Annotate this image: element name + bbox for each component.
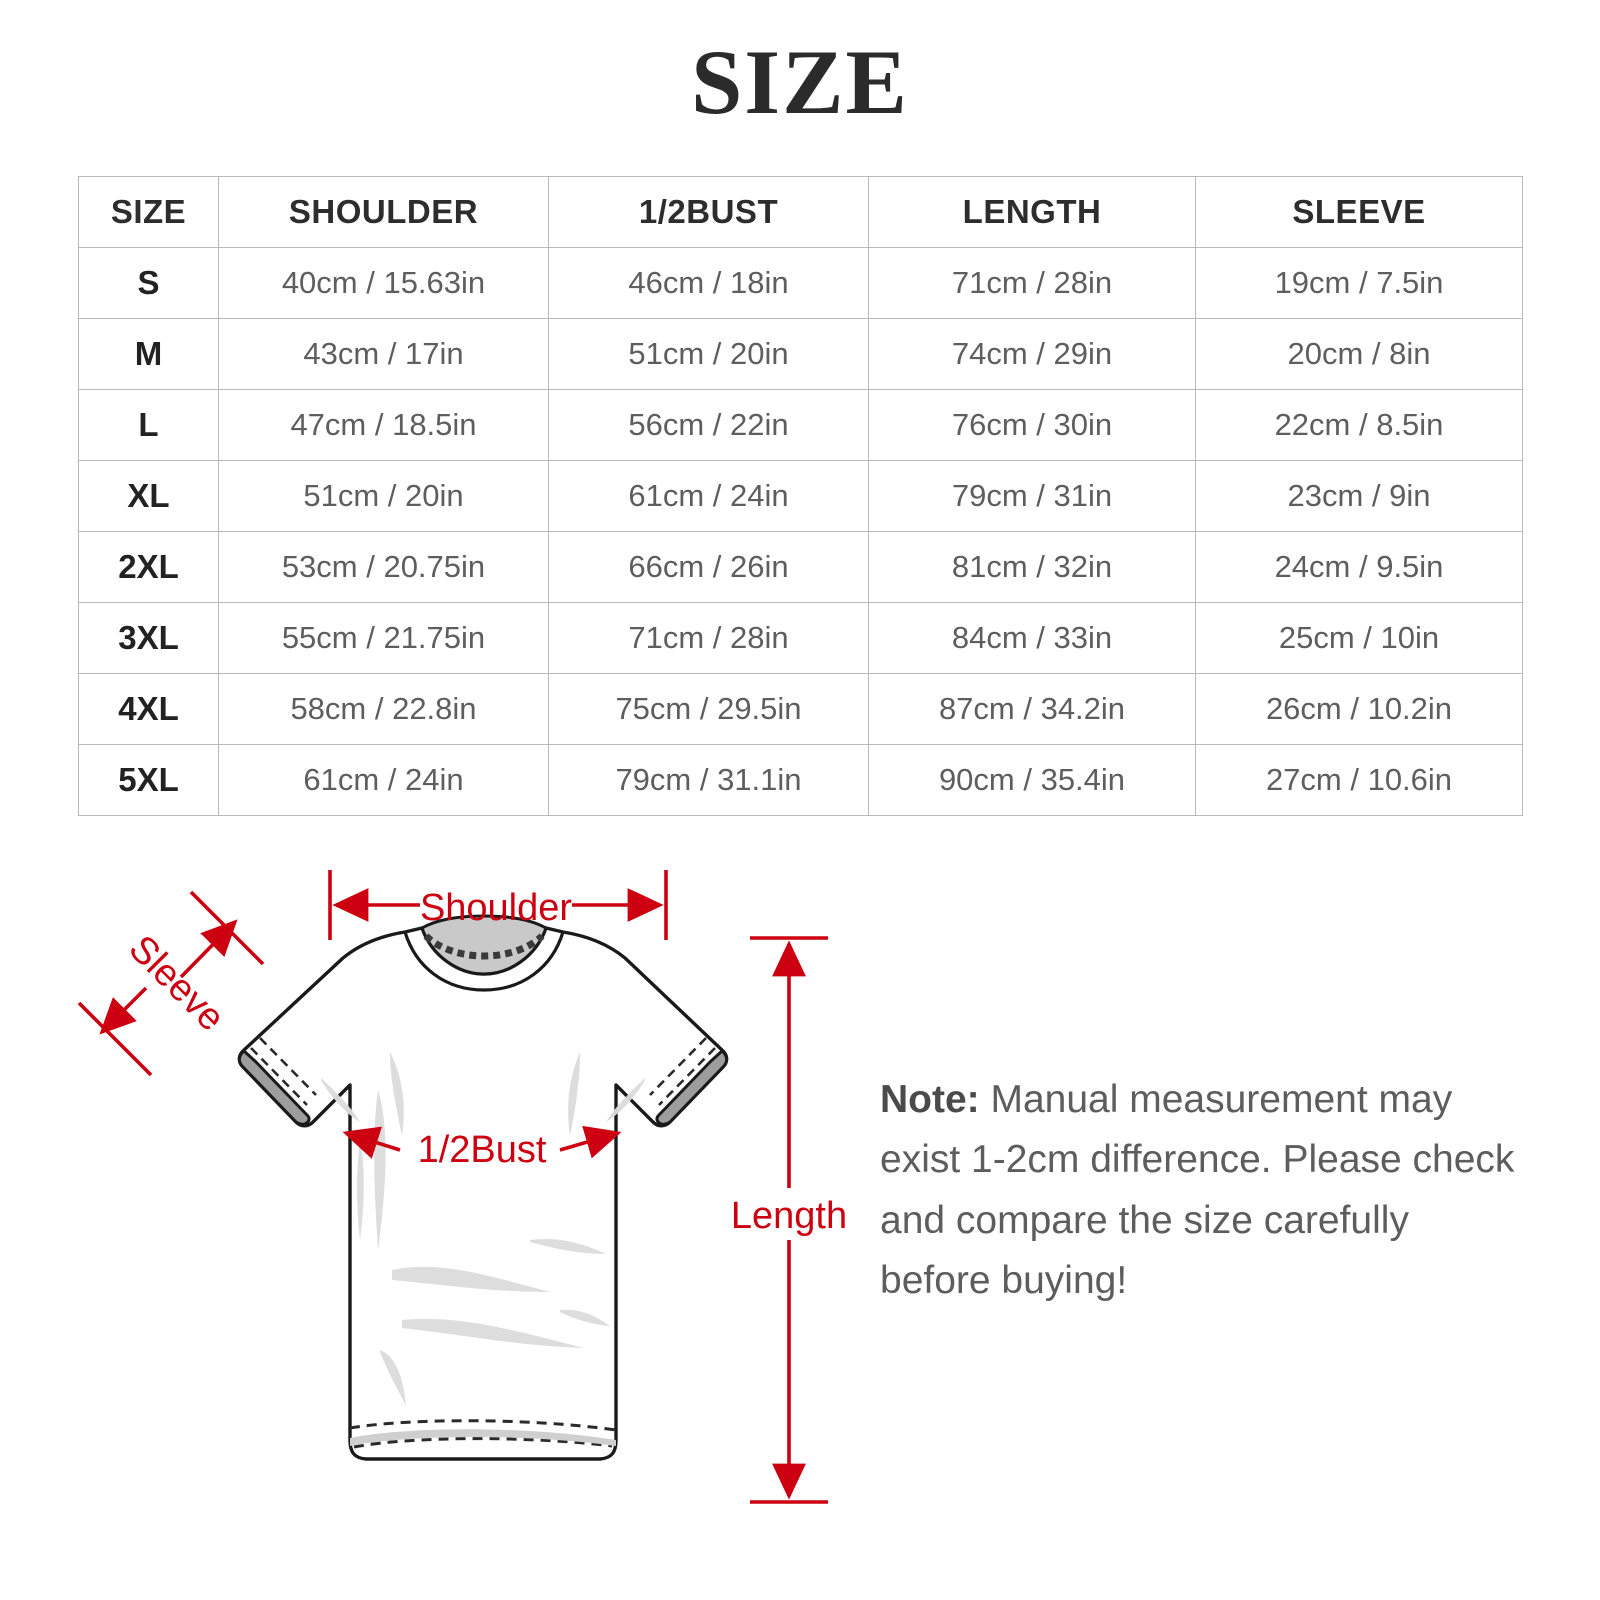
tshirt-neckline (403, 931, 565, 992)
length-label: Length (731, 1195, 847, 1237)
cell-sleeve: 23cm / 9in (1195, 460, 1523, 532)
cell-size: M (78, 318, 219, 390)
cell-shoulder: 61cm / 24in (218, 744, 549, 816)
note-block: Note: Manual measurement may exist 1-2cm… (880, 1070, 1520, 1312)
cell-length: 84cm / 33in (868, 602, 1196, 674)
bust-right-arrow (559, 1125, 622, 1159)
cell-bust: 75cm / 29.5in (548, 673, 869, 745)
table-row: 5XL 61cm / 24in 79cm / 31.1in 90cm / 35.… (78, 744, 1523, 816)
tshirt-collar-inner (420, 914, 548, 976)
cell-shoulder: 55cm / 21.75in (218, 602, 549, 674)
cell-shoulder: 51cm / 20in (218, 460, 549, 532)
bust-left-arrow (342, 1126, 401, 1159)
tshirt-hem-stitch-b (353, 1437, 613, 1449)
shoulder-label: Shoulder (420, 887, 572, 929)
sleeve-label: Sleeve (121, 928, 233, 1040)
cell-sleeve: 19cm / 7.5in (1195, 247, 1523, 319)
cell-bust: 46cm / 18in (548, 247, 869, 319)
table-row: M 43cm / 17in 51cm / 20in 74cm / 29in 20… (78, 318, 1523, 390)
column-header-size: SIZE (78, 176, 219, 248)
note-text: Manual measurement may exist 1-2cm diffe… (880, 1078, 1515, 1303)
cell-sleeve: 22cm / 8.5in (1195, 389, 1523, 461)
tshirt-left-cuff-stitch-b (250, 1047, 308, 1106)
cell-shoulder: 40cm / 15.63in (218, 247, 549, 319)
size-chart-table-container: SIZE SHOULDER 1/2BUST LENGTH SLEEVE S 40… (78, 176, 1523, 816)
column-header-shoulder: SHOULDER (218, 176, 549, 248)
table-row: XL 51cm / 20in 61cm / 24in 79cm / 31in 2… (78, 460, 1523, 532)
cell-bust: 66cm / 26in (548, 531, 869, 603)
sleeve-upper-arrow (179, 919, 238, 979)
cell-length: 79cm / 31in (868, 460, 1196, 532)
tshirt-right-cuff-stitch-a (649, 1037, 707, 1096)
table-row: 4XL 58cm / 22.8in 75cm / 29.5in 87cm / 3… (78, 673, 1523, 745)
cell-size: 3XL (78, 602, 219, 674)
tshirt-diagram-svg: Shoulder Sleeve 1/2Bust Length (77, 870, 847, 1504)
page-title: SIZE (691, 31, 909, 133)
table-row: S 40cm / 15.63in 46cm / 18in 71cm / 28in… (78, 247, 1523, 319)
size-chart-table: SIZE SHOULDER 1/2BUST LENGTH SLEEVE S 40… (78, 176, 1523, 816)
cell-sleeve: 20cm / 8in (1195, 318, 1523, 390)
bust-label: 1/2Bust (418, 1129, 547, 1171)
tshirt-illustration (237, 914, 729, 1461)
tshirt-hem-shadow (350, 1429, 616, 1446)
tshirt-hem-stitch-a (349, 1419, 617, 1432)
tshirt-fold-shading (321, 1052, 645, 1406)
tshirt-body-outline (237, 926, 729, 1461)
tshirt-right-cuff-stitch-b (658, 1047, 716, 1106)
sleeve-lower-arrow (99, 986, 148, 1035)
cell-size: 4XL (78, 673, 219, 745)
note-label: Note: (880, 1078, 980, 1121)
bust-measurement-annotation: 1/2Bust (342, 1125, 622, 1171)
table-row: 3XL 55cm / 21.75in 71cm / 28in 84cm / 33… (78, 602, 1523, 674)
length-measurement-annotation: Length (731, 936, 847, 1504)
tshirt-left-cuff (237, 1049, 311, 1126)
cell-shoulder: 53cm / 20.75in (218, 531, 549, 603)
column-header-bust: 1/2BUST (548, 176, 869, 248)
column-header-sleeve: SLEEVE (1195, 176, 1523, 248)
measurement-diagram: Shoulder Sleeve 1/2Bust Length (0, 840, 1600, 1600)
sleeve-measurement-annotation: Sleeve (77, 890, 265, 1077)
cell-length: 87cm / 34.2in (868, 673, 1196, 745)
cell-bust: 71cm / 28in (548, 602, 869, 674)
cell-size: 2XL (78, 531, 219, 603)
cell-bust: 56cm / 22in (548, 389, 869, 461)
column-header-length: LENGTH (868, 176, 1196, 248)
tshirt-left-cuff-stitch-a (259, 1037, 317, 1096)
cell-size: XL (78, 460, 219, 532)
table-row: L 47cm / 18.5in 56cm / 22in 76cm / 30in … (78, 389, 1523, 461)
cell-sleeve: 24cm / 9.5in (1195, 531, 1523, 603)
cell-length: 90cm / 35.4in (868, 744, 1196, 816)
cell-size: S (78, 247, 219, 319)
cell-bust: 51cm / 20in (548, 318, 869, 390)
cell-shoulder: 58cm / 22.8in (218, 673, 549, 745)
sleeve-lower-tick (77, 1001, 153, 1077)
cell-size: L (78, 389, 219, 461)
tshirt-right-cuff (655, 1049, 729, 1126)
cell-sleeve: 26cm / 10.2in (1195, 673, 1523, 745)
table-header-row: SIZE SHOULDER 1/2BUST LENGTH SLEEVE (78, 176, 1523, 248)
cell-sleeve: 27cm / 10.6in (1195, 744, 1523, 816)
cell-length: 81cm / 32in (868, 531, 1196, 603)
cell-length: 76cm / 30in (868, 389, 1196, 461)
tshirt-collar-stitch (423, 933, 545, 960)
cell-shoulder: 47cm / 18.5in (218, 389, 549, 461)
cell-length: 74cm / 29in (868, 318, 1196, 390)
cell-sleeve: 25cm / 10in (1195, 602, 1523, 674)
cell-bust: 79cm / 31.1in (548, 744, 869, 816)
cell-shoulder: 43cm / 17in (218, 318, 549, 390)
table-row: 2XL 53cm / 20.75in 66cm / 26in 81cm / 32… (78, 531, 1523, 603)
cell-length: 71cm / 28in (868, 247, 1196, 319)
cell-size: 5XL (78, 744, 219, 816)
shoulder-measurement-annotation: Shoulder (328, 870, 668, 940)
cell-bust: 61cm / 24in (548, 460, 869, 532)
